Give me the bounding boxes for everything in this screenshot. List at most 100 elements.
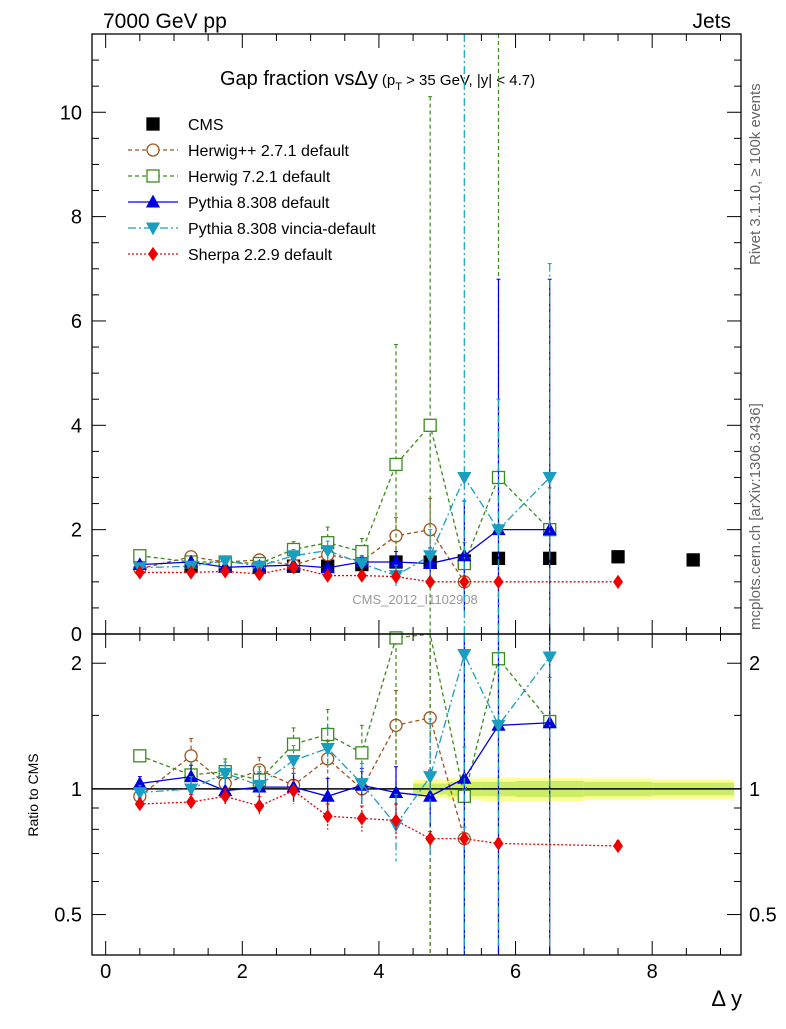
ratio-data-point [322, 809, 333, 824]
main-series-line [139, 476, 551, 577]
main-data-point [542, 522, 557, 536]
legend-marker [146, 143, 160, 157]
ratio-data-point [354, 778, 369, 791]
legend-label: Sherpa 2.2.9 default [188, 247, 333, 264]
ratio-data-point [134, 796, 145, 812]
ratio-data-point [423, 771, 438, 784]
ratio-series-pythia-8-308-vincia-default [132, 633, 557, 955]
main-data-point [254, 566, 265, 582]
main-data-point [389, 457, 403, 472]
title-cond-sub: T [395, 81, 402, 93]
mcplots-label: mcplots.cern.ch [arXiv:1306.3436] [747, 403, 764, 630]
title-main: Gap fraction vsΔy [220, 68, 378, 90]
main-series-pythia-8-308-default [132, 278, 557, 634]
main-data-point [425, 574, 436, 589]
ratio-data-point [493, 836, 504, 851]
x-tick-label: 8 [647, 961, 658, 983]
x-tick-label: 4 [373, 961, 384, 983]
analysis-watermark: CMS_2012_I1102908 [352, 592, 478, 607]
header-right: Jets [692, 10, 731, 33]
main-data-point [134, 565, 145, 580]
ratio-data-point [425, 831, 436, 846]
main-series-line [139, 566, 619, 583]
main-series-line [139, 423, 551, 566]
ratio-series-line [139, 717, 465, 839]
main-series-pythia-8-308-vincia-default [132, 33, 557, 634]
ratio-y-tick-label-right: 0.5 [749, 905, 777, 927]
ratio-data-point [355, 746, 369, 760]
ratio-data-point [457, 648, 472, 662]
ratio-panel-series [132, 631, 624, 955]
ratio-series-line [139, 722, 550, 797]
main-data-point [320, 545, 335, 558]
main-data-point [423, 418, 437, 432]
legend-marker [146, 169, 160, 183]
x-tick-label: 0 [100, 961, 111, 983]
legend-entry-herwig-2-7-1-default: Herwig++ 2.7.1 default [128, 143, 350, 160]
main-series-herwig-2-7-1-default [133, 497, 471, 589]
main-data-point [288, 560, 299, 575]
ratio-data-point [252, 779, 267, 793]
main-data-point [423, 550, 438, 564]
header-left: 7000 GeV pp [103, 10, 227, 33]
legend-label: Pythia 8.308 default [188, 195, 330, 212]
main-data-point [356, 568, 367, 583]
main-data-point [611, 550, 625, 564]
main-data-point [542, 472, 557, 485]
ratio-data-point [320, 742, 335, 756]
legend-entry-herwig-7-2-1-default: Herwig 7.2.1 default [128, 169, 331, 186]
main-y-tick-label: 4 [71, 415, 82, 437]
plot-title: Gap fraction vsΔy (pT > 35 GeV, |y| < 4.7… [220, 68, 535, 93]
ratio-panel-frame [91, 633, 742, 956]
ratio-y-tick-label-right: 1 [749, 779, 760, 801]
legend-marker [145, 222, 161, 236]
ratio-data-point [491, 719, 506, 733]
main-data-point [686, 553, 700, 567]
ratio-data-point [391, 813, 401, 828]
main-data-point [322, 568, 333, 583]
ratio-data-point [186, 794, 197, 810]
main-data-point [459, 574, 470, 589]
main-y-tick-label: 8 [71, 207, 82, 229]
title-cond-a: (p [382, 72, 395, 89]
ratio-data-point [254, 798, 265, 814]
legend-entry-sherpa-2-2-9-default: Sherpa 2.2.9 default [128, 246, 333, 264]
x-tick-label: 6 [510, 961, 521, 983]
main-data-point [218, 555, 233, 569]
axes: 0 2 4 6 8 0 2 4 6 8 10 0.5 0.5 1 1 2 2 [54, 33, 777, 983]
ratio-data-point [218, 767, 233, 781]
main-data-point [220, 564, 231, 579]
ratio-series-line [139, 789, 619, 847]
x-axis-label: Δ y [711, 986, 742, 1011]
main-series-line [139, 529, 550, 569]
ratio-data-point [288, 783, 299, 798]
main-data-point [491, 524, 506, 537]
main-y-tick-label: 0 [71, 624, 82, 646]
ratio-data-point [320, 788, 335, 802]
ratio-data-point [286, 754, 301, 768]
main-y-tick-label: 2 [71, 520, 82, 542]
main-data-point [493, 574, 504, 589]
ratio-data-point [542, 715, 557, 729]
main-panel-series [132, 33, 700, 634]
ratio-data-point [133, 749, 147, 763]
legend-marker [145, 194, 161, 208]
ratio-y-tick-label: 2 [71, 653, 82, 675]
ratio-data-point [613, 838, 624, 854]
main-data-point [457, 472, 472, 485]
main-data-point [457, 548, 472, 562]
ratio-data-point [542, 651, 557, 665]
main-data-point [354, 558, 369, 571]
legend-entry-pythia-8-308-vincia-default: Pythia 8.308 vincia-default [128, 221, 376, 238]
ratio-data-point [184, 749, 198, 763]
main-y-tick-label: 10 [60, 102, 82, 124]
ratio-uncertainty-band [92, 777, 741, 802]
ratio-y-axis-label: Ratio to CMS [25, 753, 41, 836]
main-data-point [286, 550, 301, 564]
ratio-data-point [132, 787, 147, 800]
ratio-data-point [220, 789, 231, 804]
legend-entry-cms: CMS [146, 117, 224, 134]
main-data-point [252, 560, 267, 574]
